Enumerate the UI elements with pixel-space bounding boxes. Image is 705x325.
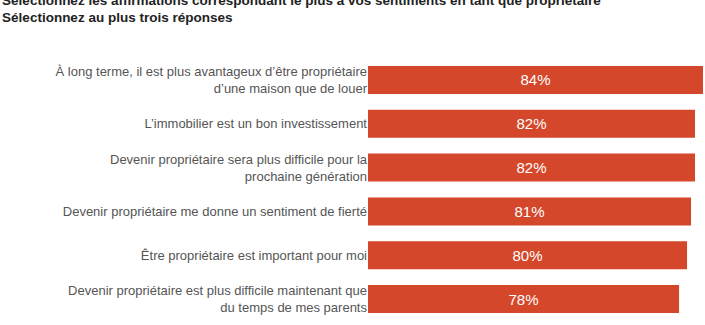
svg-text:Devenir propriétaire me donne: Devenir propriétaire me donne un sentime… xyxy=(63,204,367,219)
svg-text:L’immobilier est un bon invest: L’immobilier est un bon investissement xyxy=(144,116,367,131)
svg-text:À long terme, il est plus avan: À long terme, il est plus avantageux d’ê… xyxy=(56,64,368,96)
svg-text:84%: 84% xyxy=(520,71,550,88)
svg-text:82%: 82% xyxy=(516,159,546,176)
svg-text:80%: 80% xyxy=(513,247,543,264)
svg-text:Devenir propriétaire sera plus: Devenir propriétaire sera plus difficile… xyxy=(110,152,368,184)
svg-text:78%: 78% xyxy=(509,291,539,308)
svg-text:82%: 82% xyxy=(516,115,546,132)
svg-text:Devenir propriétaire est plus: Devenir propriétaire est plus difficile … xyxy=(68,283,367,315)
svg-text:81%: 81% xyxy=(515,203,545,220)
svg-text:Sélectionnez les affirmations: Sélectionnez les affirmations correspond… xyxy=(2,0,601,25)
svg-text:Être propriétaire est importan: Être propriétaire est important pour moi xyxy=(141,248,367,263)
